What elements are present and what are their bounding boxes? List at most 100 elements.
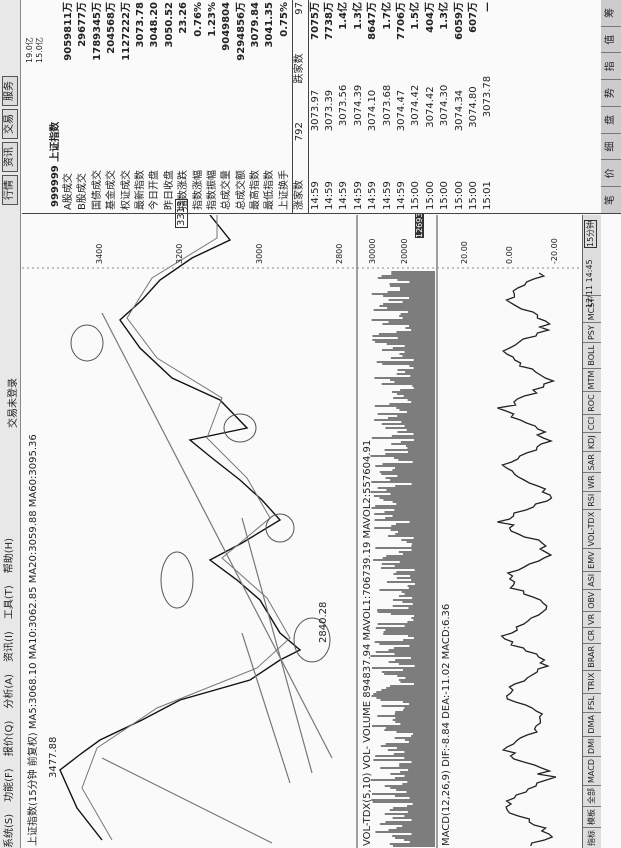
tab[interactable]: MTM	[583, 367, 601, 392]
label: B股成交	[77, 173, 89, 210]
trades: 14:59 3073.97 7075万 14:59 3073.39 7738万 14:59 3…	[309, 0, 496, 213]
tab[interactable]: FSL	[583, 693, 601, 713]
value: 29677万	[77, 2, 89, 47]
price-axis-label: 2800	[335, 243, 344, 264]
tab[interactable]: 盘	[601, 106, 621, 133]
t: 跌家数	[294, 53, 306, 84]
macd-axis: 20.00	[460, 241, 469, 264]
value: 9294856万	[235, 2, 247, 61]
tab[interactable]: DMA	[583, 712, 601, 736]
tab[interactable]: 筹	[601, 0, 621, 26]
label: 今日开盘	[149, 170, 161, 210]
menu-item[interactable]: 资讯(I)	[4, 631, 15, 662]
macd-lines	[497, 272, 557, 847]
tab[interactable]: CCI	[583, 413, 601, 433]
trade-row: 15:01 3073.78 —	[481, 0, 495, 213]
tab[interactable]: KDJ	[583, 432, 601, 452]
button[interactable]: 服务	[2, 76, 18, 106]
tab[interactable]: SAR	[583, 451, 601, 473]
ma-line	[81, 215, 291, 841]
price: 3073.56	[338, 84, 350, 127]
quote-row: 最低指数 3041.35	[263, 0, 277, 213]
tab[interactable]: ROC	[583, 391, 601, 414]
quote-row: 基金成交 204568万	[105, 0, 119, 213]
tab[interactable]: 全部	[583, 785, 601, 806]
button[interactable]: 交易	[2, 109, 18, 139]
volume-bars	[370, 271, 435, 847]
time: 15:00	[439, 181, 451, 210]
scale: 15.0亿	[35, 37, 44, 63]
menu-item[interactable]: 帮助(H)	[4, 537, 15, 574]
low-label: 2840.28	[318, 601, 329, 643]
trade-row: 14:59 3074.10 8647万	[366, 0, 380, 213]
tab[interactable]: MACD	[583, 756, 601, 785]
menu-item[interactable]: 分析(A)	[4, 673, 15, 709]
tab[interactable]: 指	[601, 52, 621, 80]
tab[interactable]: 笔	[601, 186, 621, 213]
code: 999999 上证指数	[46, 122, 61, 207]
time: 14:59	[395, 181, 407, 210]
menu-item[interactable]: 报价(Q)	[4, 720, 15, 757]
time: 15:00	[467, 181, 479, 210]
price: 3073.39	[324, 89, 336, 132]
button[interactable]: 资讯	[2, 142, 18, 172]
trade-row: 14:59 3073.56 1.4亿	[337, 0, 351, 213]
macd-line	[497, 272, 557, 847]
label: 权证成交	[120, 170, 132, 210]
label: 总成交量	[221, 170, 233, 210]
menu-item[interactable]: 功能(F)	[4, 768, 15, 802]
tab[interactable]: TRIX	[583, 669, 601, 694]
tab[interactable]: OBV	[583, 588, 601, 611]
value: 23.26	[178, 2, 190, 34]
quote-row: 今日开盘 3048.20	[148, 0, 162, 213]
value: 3041.35	[264, 2, 276, 48]
button[interactable]: 行情	[2, 175, 18, 205]
trade-row: 15:00 3074.80 607万	[467, 0, 481, 213]
time: 15:01	[482, 181, 494, 210]
label: 最新指数	[134, 170, 146, 210]
tab[interactable]: WR	[583, 472, 601, 491]
value: 3048.20	[149, 2, 161, 48]
tab[interactable]: DMI	[583, 735, 601, 757]
indicator-tabs: 指标模板全部MACDDMIDMAFSLTRIXBRARCRVROBVASIEMV…	[582, 215, 601, 848]
tab[interactable]: 价	[601, 159, 621, 187]
tab[interactable]: ASI	[583, 570, 601, 589]
volume: 7706万	[395, 2, 407, 40]
tab[interactable]: BOLL	[583, 342, 601, 368]
name: 上证指数	[50, 121, 61, 162]
chart-area	[22, 215, 582, 848]
time: 14:59	[381, 181, 393, 210]
tab[interactable]: VOL-TDX	[583, 508, 601, 549]
quote-row: 国债成交 1789345万	[91, 0, 105, 213]
price: 3073.68	[381, 84, 393, 127]
time: 14:59	[352, 181, 364, 210]
price: 3074.42	[424, 86, 436, 128]
tab[interactable]: 势	[601, 79, 621, 106]
value: 0.76%	[192, 2, 204, 37]
tab[interactable]: 细	[601, 132, 621, 160]
price: 3073.78	[482, 75, 494, 118]
volume: —	[482, 2, 494, 12]
macd-axis: 0.00	[505, 246, 514, 264]
menu-item[interactable]: 系统(S)	[4, 813, 15, 848]
tab[interactable]: VR	[583, 610, 601, 627]
tab[interactable]: CR	[583, 626, 601, 643]
tab[interactable]: 模板	[583, 806, 601, 827]
tab[interactable]: RSI	[583, 490, 601, 509]
quote-panel: 19.0亿 15.0亿 999999 上证指数 A股成交 9059811万 B股成交…	[22, 0, 621, 214]
tab[interactable]: PSY	[583, 322, 601, 343]
tab[interactable]: BRAR	[583, 642, 601, 670]
value: 1789345万	[91, 2, 103, 61]
code: 999999	[50, 165, 61, 207]
circles	[70, 324, 331, 663]
toolbar: 行情资讯交易服务	[2, 76, 18, 208]
volume: 1.3亿	[352, 2, 364, 30]
quote-row: 总成交额 9294856万	[235, 0, 249, 213]
value: 1.23%	[206, 2, 218, 37]
menu-item[interactable]: 工具(T)	[4, 585, 15, 620]
quote-row: 指数涨跌 23.26	[177, 0, 191, 213]
tab[interactable]: 指标	[583, 827, 601, 848]
tab[interactable]: 值	[601, 25, 621, 53]
tab[interactable]: EMV	[583, 548, 601, 571]
